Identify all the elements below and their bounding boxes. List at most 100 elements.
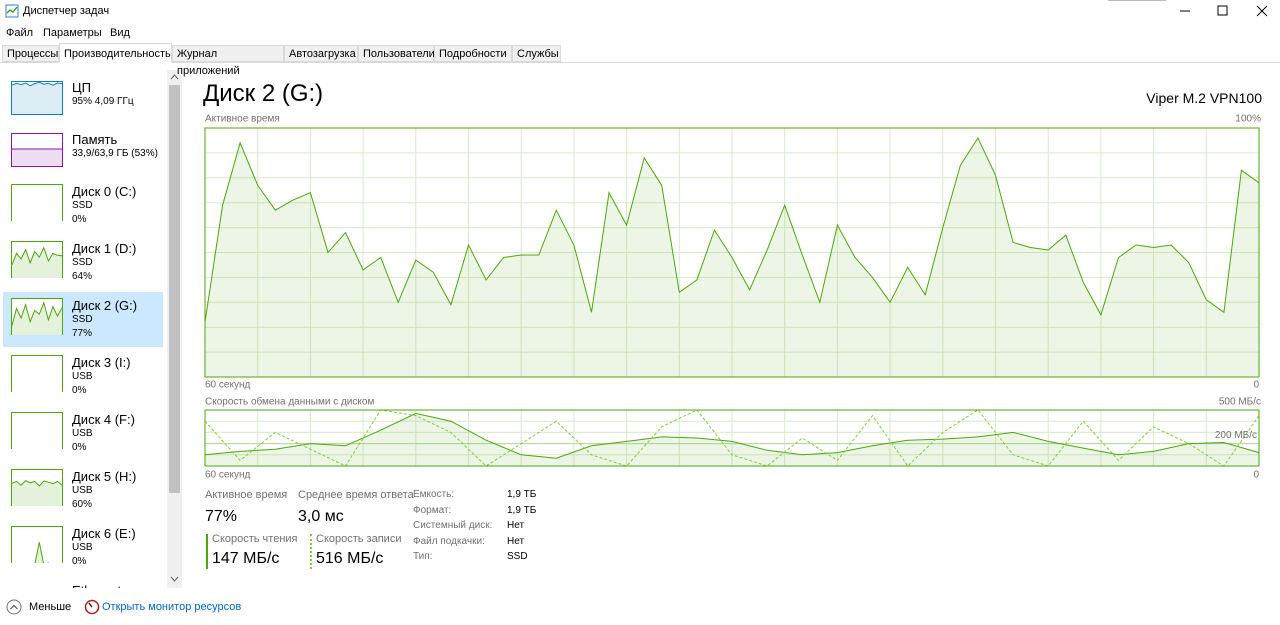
sidebar-detail: 0% [72, 556, 87, 567]
graph-frame [11, 412, 63, 449]
tab[interactable]: Журнал приложений [172, 45, 284, 77]
sidebar-detail: 0% [72, 385, 87, 396]
chart-label: Скорость обмена данными с диском [205, 396, 374, 408]
graph-line [34, 542, 50, 563]
stat-label: Среднее время ответа [298, 489, 414, 501]
graph-area [12, 149, 62, 166]
graph-area [12, 82, 62, 114]
property-value: Нет [507, 535, 525, 547]
graph-line [11, 301, 63, 326]
panel-title: Диск 2 (G:) [203, 80, 324, 107]
sidebar-name: Ethernet [72, 583, 121, 588]
sidebar-detail: USB [72, 485, 93, 496]
sidebar-item[interactable]: Диск 0 (C:) SSD 0% [3, 178, 163, 233]
sidebar-detail: 95% 4,09 ГГц [72, 96, 134, 107]
sidebar-item[interactable]: ЦП 95% 4,09 ГГц [3, 74, 163, 124]
read-indicator [206, 534, 208, 569]
sidebar-item[interactable]: Диск 4 (F:) USB 0% [3, 406, 163, 461]
graph-frame [11, 184, 63, 221]
sidebar-item[interactable]: Диск 6 (E:) USB 0% [3, 520, 163, 575]
graph-frame [11, 81, 63, 115]
disk-model: Viper M.2 VPN100 [1146, 90, 1262, 106]
property-label: Системный диск: [413, 520, 493, 531]
chart-area [205, 413, 1259, 466]
property-label: Тип: [413, 551, 433, 562]
property-value: SSD [507, 551, 528, 562]
sidebar-detail: 77% [72, 328, 93, 339]
sidebar-graph [11, 133, 63, 167]
monitor-icon[interactable] [84, 599, 100, 615]
sidebar-name: Память [72, 132, 118, 147]
property-label: Емкость: [413, 489, 455, 500]
sidebar-detail: SSD [72, 257, 93, 268]
less-icon[interactable] [6, 599, 22, 615]
sidebar-item[interactable]: Диск 5 (H:) USB 60% [3, 463, 163, 518]
tab[interactable]: Службы [512, 45, 561, 62]
sidebar-name: ЦП [72, 80, 91, 95]
tab[interactable]: Производительность [59, 43, 172, 63]
sidebar-graph [11, 355, 63, 392]
sidebar-name: Диск 6 (E:) [72, 526, 136, 541]
graph-area [12, 247, 62, 278]
sidebar-name: Диск 1 (D:) [72, 241, 137, 256]
sidebar-item[interactable]: Память 33,9/63,9 ГБ (53%) [3, 126, 163, 176]
graph-area [35, 542, 44, 563]
sidebar-detail: 0% [72, 214, 87, 225]
sidebar-item[interactable]: Ethernet [3, 577, 163, 588]
menu-item[interactable]: Параметры [43, 27, 102, 39]
stat-value: 77% [205, 508, 238, 525]
chart-max-label: 500 МБ/с [1219, 397, 1261, 408]
sidebar-graph [11, 184, 63, 221]
graph-frame [11, 526, 63, 563]
x-start-label: 60 секунд [205, 470, 250, 481]
graph-frame [11, 241, 63, 278]
graph-frame [11, 133, 63, 167]
maximize-button[interactable] [1217, 5, 1228, 16]
sidebar-graph [11, 412, 63, 449]
chart-line [204, 136, 1260, 323]
sidebar-name: Диск 2 (G:) [72, 298, 138, 313]
x-start-label: 60 секунд [205, 380, 250, 391]
stat-value: 516 МБ/с [316, 550, 384, 567]
sidebar-detail: USB [72, 542, 93, 553]
tab[interactable]: Пользователи [358, 45, 435, 62]
sidebar-detail: 64% [72, 271, 93, 282]
sidebar-graph [11, 298, 63, 335]
tab[interactable]: Автозагрузка [284, 45, 358, 62]
resource-monitor-link[interactable]: Открыть монитор ресурсов [102, 601, 242, 613]
chart-frame [204, 127, 1260, 378]
sidebar-graph [11, 81, 63, 115]
menu-item[interactable]: Файл [6, 27, 34, 39]
sidebar-item[interactable]: Диск 1 (D:) SSD 64% [3, 235, 163, 290]
sidebar-name: Диск 3 (I:) [72, 355, 131, 370]
tab[interactable]: Подробности [434, 45, 512, 62]
sidebar-item[interactable]: Диск 3 (I:) USB 0% [3, 349, 163, 404]
graph-area [12, 480, 62, 506]
tab[interactable]: Процессы [2, 45, 59, 62]
scrollbar[interactable] [167, 70, 182, 588]
window-controls [1180, 5, 1268, 17]
property-label: Файл подкачки: [413, 535, 485, 547]
sidebar-detail: USB [72, 371, 93, 382]
sidebar-detail: 60% [72, 499, 93, 510]
sidebar-name: Диск 5 (H:) [72, 469, 137, 484]
charts: Активное время 100% 60 секунд 0 Скорость обм… [204, 114, 1261, 481]
scroll-thumb[interactable] [169, 85, 180, 493]
graph-line [11, 81, 63, 87]
sidebar-detail: SSD [72, 200, 93, 211]
property-value: 1,9 ТБ [507, 489, 537, 500]
x-end-label: 0 [1253, 380, 1259, 391]
sidebar-detail: SSD [72, 314, 93, 325]
property-value: 1,9 ТБ [507, 504, 537, 516]
sidebar-graph [11, 526, 63, 563]
x-end-label: 0 [1253, 470, 1259, 481]
graph-frame [11, 469, 63, 506]
title-accent [1108, 0, 1166, 1]
stat-label: Скорость записи [316, 533, 402, 545]
close-button[interactable] [1256, 5, 1268, 17]
less-button[interactable]: Меньше [29, 601, 72, 613]
menu-item[interactable]: Вид [110, 27, 130, 39]
sidebar-item[interactable]: Диск 2 (G:) SSD 77% [3, 292, 163, 347]
